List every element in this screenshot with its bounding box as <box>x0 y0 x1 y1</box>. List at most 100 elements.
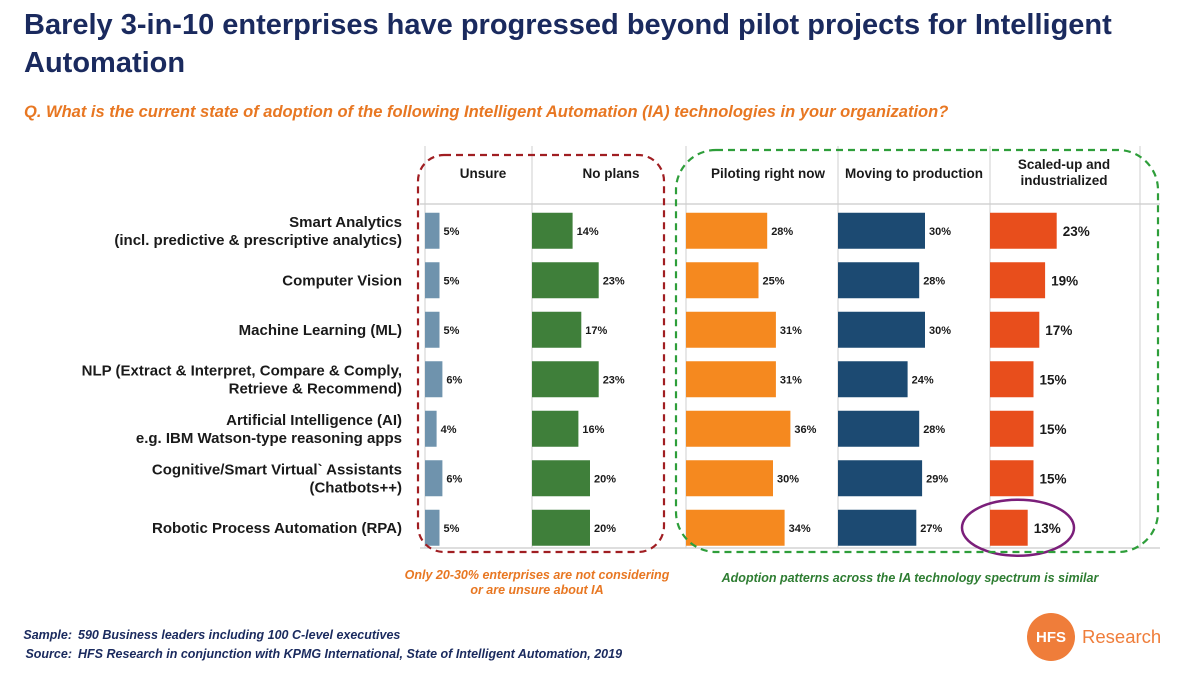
bar-s1-c4 <box>532 410 579 447</box>
note-red-line2: or are unsure about IA <box>470 583 604 597</box>
column-header-4-line0: Scaled-up and <box>1018 157 1110 172</box>
bar-s0-c2 <box>425 311 440 348</box>
value-label-s2-c5: 30% <box>777 473 799 485</box>
value-label-s2-c3: 31% <box>780 374 802 386</box>
row-label-3-line0: NLP (Extract & Interpret, Compare & Comp… <box>82 362 402 379</box>
bar-s1-c2 <box>532 311 582 348</box>
value-label-s0-c4: 4% <box>441 424 457 436</box>
note-adoption-similar: Adoption patterns across the IA technolo… <box>721 571 1099 585</box>
value-label-s0-c5: 6% <box>446 473 462 485</box>
group-outline-not-adopting <box>416 153 666 554</box>
value-label-s1-c1: 23% <box>603 275 625 287</box>
bar-s0-c6 <box>425 509 440 546</box>
value-label-s0-c3: 6% <box>446 374 462 386</box>
value-label-s2-c4: 36% <box>794 424 816 436</box>
value-label-s4-c1: 19% <box>1051 273 1078 288</box>
bar-s1-c5 <box>532 460 590 497</box>
bar-s4-c2 <box>990 311 1040 348</box>
row-label-4-line0: Artificial Intelligence (AI) <box>226 412 402 429</box>
column-header-2: Piloting right now <box>711 166 825 181</box>
row-label-2: Machine Learning (ML) <box>239 322 402 339</box>
value-label-s0-c6: 5% <box>444 523 460 535</box>
value-label-s3-c6: 27% <box>920 523 942 535</box>
bar-s3-c4 <box>838 410 920 447</box>
value-label-s4-c0: 23% <box>1063 224 1090 239</box>
value-label-s0-c1: 5% <box>444 275 460 287</box>
footer: Sample: 590 Business leaders including 10… <box>12 626 622 664</box>
bar-s1-c1 <box>532 262 599 299</box>
value-label-s1-c4: 16% <box>582 424 604 436</box>
value-label-s0-c2: 5% <box>444 325 460 337</box>
highlight-circle-rpa <box>960 498 1076 557</box>
bar-s3-c2 <box>838 311 925 348</box>
row-label-5-line0: Cognitive/Smart Virtual` Assistants <box>152 461 402 478</box>
hfs-logo: HFS Research <box>1027 613 1161 661</box>
row-label-5-line1: (Chatbots++) <box>309 479 402 496</box>
bar-s0-c5 <box>425 460 443 497</box>
bar-s4-c6 <box>990 509 1028 546</box>
value-label-s1-c5: 20% <box>594 473 616 485</box>
note-not-considering: Only 20-30% enterprises are not consider… <box>368 568 706 598</box>
column-header-4-line1: industrialized <box>1020 173 1107 188</box>
footer-sample: Sample: 590 Business leaders including 10… <box>12 626 622 645</box>
bar-s3-c0 <box>838 212 925 249</box>
bar-s4-c4 <box>990 410 1034 447</box>
note-red-line1: Only 20-30% enterprises are not consider… <box>404 568 670 582</box>
sample-value: 590 Business leaders including 100 C-lev… <box>78 628 401 642</box>
bar-s2-c2 <box>686 311 776 348</box>
bar-s1-c6 <box>532 509 590 546</box>
sample-key: Sample: <box>23 628 72 642</box>
value-label-s3-c1: 28% <box>923 275 945 287</box>
bar-s2-c0 <box>686 212 768 249</box>
bar-s2-c5 <box>686 460 773 497</box>
bar-s4-c3 <box>990 361 1034 398</box>
row-label-0-line0: Smart Analytics <box>289 214 402 231</box>
column-header-0: Unsure <box>460 166 507 181</box>
value-label-s1-c2: 17% <box>585 325 607 337</box>
bar-s2-c1 <box>686 262 759 299</box>
survey-question: Q. What is the current state of adoption… <box>24 103 949 121</box>
value-label-s4-c2: 17% <box>1045 323 1072 338</box>
logo-mark: HFS <box>1027 613 1075 661</box>
value-label-s3-c4: 28% <box>923 424 945 436</box>
value-label-s3-c3: 24% <box>912 374 934 386</box>
bar-s0-c3 <box>425 361 443 398</box>
bar-s2-c3 <box>686 361 776 398</box>
value-label-s3-c0: 30% <box>929 226 951 238</box>
bar-s3-c1 <box>838 262 920 299</box>
row-label-3-line1: Retrieve & Recommend) <box>229 380 402 397</box>
adoption-chart: Unsure No plans Piloting right now Moving t… <box>82 146 1160 557</box>
bar-s0-c1 <box>425 262 440 299</box>
value-label-s3-c5: 29% <box>926 473 948 485</box>
bar-s3-c5 <box>838 460 923 497</box>
footer-source: Source: HFS Research in conjunction with … <box>12 645 622 664</box>
value-label-s4-c6: 13% <box>1034 521 1061 536</box>
bar-s1-c0 <box>532 212 573 249</box>
bar-s4-c5 <box>990 460 1034 497</box>
value-label-s2-c0: 28% <box>771 226 793 238</box>
row-label-6: Robotic Process Automation (RPA) <box>152 520 402 537</box>
bar-s1-c3 <box>532 361 599 398</box>
logo-word: Research <box>1082 626 1162 647</box>
value-label-s1-c3: 23% <box>603 374 625 386</box>
value-label-s1-c6: 20% <box>594 523 616 535</box>
bar-s2-c6 <box>686 509 785 546</box>
value-label-s2-c6: 34% <box>789 523 811 535</box>
value-label-s4-c3: 15% <box>1040 372 1067 387</box>
source-value: HFS Research in conjunction with KPMG In… <box>78 647 623 661</box>
bar-s4-c1 <box>990 262 1046 299</box>
row-label-1: Computer Vision <box>282 272 402 289</box>
source-key: Source: <box>25 647 72 661</box>
bar-s0-c4 <box>425 410 437 447</box>
bar-s3-c3 <box>838 361 908 398</box>
page-title: Barely 3-in-10 enterprises have progress… <box>24 9 1112 79</box>
value-label-s1-c0: 14% <box>577 226 599 238</box>
bar-s3-c6 <box>838 509 917 546</box>
bar-s2-c4 <box>686 410 791 447</box>
bar-s0-c0 <box>425 212 440 249</box>
column-header-1: No plans <box>582 166 639 181</box>
value-label-s2-c1: 25% <box>763 275 785 287</box>
value-label-s4-c5: 15% <box>1040 471 1067 486</box>
bar-s4-c0 <box>990 212 1057 249</box>
value-label-s0-c0: 5% <box>444 226 460 238</box>
